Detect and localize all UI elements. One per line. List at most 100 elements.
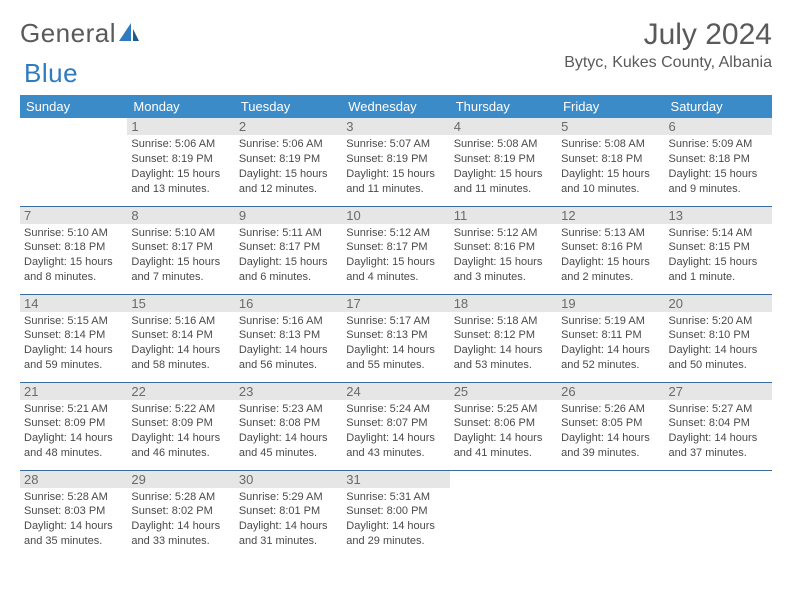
- calendar-day-cell: 19Sunrise: 5:19 AMSunset: 8:11 PMDayligh…: [557, 294, 664, 382]
- day-number: 29: [127, 471, 234, 488]
- sunrise-text: Sunrise: 5:08 AM: [454, 137, 553, 152]
- day-number: 19: [557, 295, 664, 312]
- day-number: 9: [235, 207, 342, 224]
- sunrise-text: Sunrise: 5:31 AM: [346, 490, 445, 505]
- day-details: Sunrise: 5:29 AMSunset: 8:01 PMDaylight:…: [239, 490, 338, 549]
- daylight-text-2: and 50 minutes.: [669, 358, 768, 373]
- daylight-text-2: and 10 minutes.: [561, 182, 660, 197]
- sunset-text: Sunset: 8:13 PM: [239, 328, 338, 343]
- calendar-day-cell: 22Sunrise: 5:22 AMSunset: 8:09 PMDayligh…: [127, 382, 234, 470]
- daylight-text-2: and 56 minutes.: [239, 358, 338, 373]
- sunrise-text: Sunrise: 5:08 AM: [561, 137, 660, 152]
- daylight-text-2: and 52 minutes.: [561, 358, 660, 373]
- sunset-text: Sunset: 8:05 PM: [561, 416, 660, 431]
- calendar-table: Sunday Monday Tuesday Wednesday Thursday…: [20, 95, 772, 558]
- sunrise-text: Sunrise: 5:27 AM: [669, 402, 768, 417]
- day-number: 13: [665, 207, 772, 224]
- sunset-text: Sunset: 8:19 PM: [239, 152, 338, 167]
- day-details: Sunrise: 5:13 AMSunset: 8:16 PMDaylight:…: [561, 226, 660, 285]
- sunrise-text: Sunrise: 5:23 AM: [239, 402, 338, 417]
- logo-text-blue: Blue: [24, 58, 78, 89]
- sunset-text: Sunset: 8:09 PM: [24, 416, 123, 431]
- sunrise-text: Sunrise: 5:12 AM: [346, 226, 445, 241]
- sunrise-text: Sunrise: 5:19 AM: [561, 314, 660, 329]
- daylight-text-2: and 45 minutes.: [239, 446, 338, 461]
- calendar-day-cell: 3Sunrise: 5:07 AMSunset: 8:19 PMDaylight…: [342, 118, 449, 206]
- sunrise-text: Sunrise: 5:10 AM: [24, 226, 123, 241]
- daylight-text-1: Daylight: 15 hours: [346, 255, 445, 270]
- calendar-day-cell: 21 Sunrise: 5:21 AMSunset: 8:09 PMDayligh…: [20, 382, 127, 470]
- calendar-day-cell: 30Sunrise: 5:29 AMSunset: 8:01 PMDayligh…: [235, 470, 342, 558]
- calendar-day-cell: 18Sunrise: 5:18 AMSunset: 8:12 PMDayligh…: [450, 294, 557, 382]
- calendar-day-cell: 12Sunrise: 5:13 AMSunset: 8:16 PMDayligh…: [557, 206, 664, 294]
- daylight-text-2: and 48 minutes.: [24, 446, 123, 461]
- weekday-header: Friday: [557, 95, 664, 118]
- sunrise-text: Sunrise: 5:14 AM: [669, 226, 768, 241]
- sunrise-text: Sunrise: 5:07 AM: [346, 137, 445, 152]
- calendar-day-cell: [557, 470, 664, 558]
- day-details: Sunrise: 5:16 AMSunset: 8:14 PMDaylight:…: [131, 314, 230, 373]
- sunset-text: Sunset: 8:19 PM: [346, 152, 445, 167]
- daylight-text-2: and 4 minutes.: [346, 270, 445, 285]
- day-number: 18: [450, 295, 557, 312]
- sunrise-text: Sunrise: 5:16 AM: [131, 314, 230, 329]
- calendar-day-cell: 24Sunrise: 5:24 AMSunset: 8:07 PMDayligh…: [342, 382, 449, 470]
- day-number: 2: [235, 118, 342, 135]
- sunset-text: Sunset: 8:03 PM: [24, 504, 123, 519]
- day-details: Sunrise: 5:15 AMSunset: 8:14 PMDaylight:…: [24, 314, 123, 373]
- calendar-day-cell: 6Sunrise: 5:09 AMSunset: 8:18 PMDaylight…: [665, 118, 772, 206]
- day-details: Sunrise: 5:22 AMSunset: 8:09 PMDaylight:…: [131, 402, 230, 461]
- sunrise-text: Sunrise: 5:11 AM: [239, 226, 338, 241]
- daylight-text-1: Daylight: 14 hours: [669, 431, 768, 446]
- weekday-header: Thursday: [450, 95, 557, 118]
- daylight-text-2: and 8 minutes.: [24, 270, 123, 285]
- sunrise-text: Sunrise: 5:13 AM: [561, 226, 660, 241]
- sunrise-text: Sunrise: 5:28 AM: [131, 490, 230, 505]
- daylight-text-2: and 43 minutes.: [346, 446, 445, 461]
- day-details: Sunrise: 5:25 AMSunset: 8:06 PMDaylight:…: [454, 402, 553, 461]
- daylight-text-1: Daylight: 14 hours: [239, 519, 338, 534]
- day-details: Sunrise: 5:07 AMSunset: 8:19 PMDaylight:…: [346, 137, 445, 196]
- day-details: Sunrise: 5:08 AMSunset: 8:19 PMDaylight:…: [454, 137, 553, 196]
- sunrise-text: Sunrise: 5:17 AM: [346, 314, 445, 329]
- day-number: 26: [557, 383, 664, 400]
- daylight-text-1: Daylight: 15 hours: [669, 167, 768, 182]
- sunrise-text: Sunrise: 5:20 AM: [669, 314, 768, 329]
- day-details: Sunrise: 5:12 AMSunset: 8:17 PMDaylight:…: [346, 226, 445, 285]
- day-details: Sunrise: 5:28 AMSunset: 8:03 PMDaylight:…: [24, 490, 123, 549]
- daylight-text-1: Daylight: 14 hours: [561, 431, 660, 446]
- daylight-text-2: and 35 minutes.: [24, 534, 123, 549]
- day-details: Sunrise: 5:11 AMSunset: 8:17 PMDaylight:…: [239, 226, 338, 285]
- sunrise-text: Sunrise: 5:24 AM: [346, 402, 445, 417]
- weekday-header: Wednesday: [342, 95, 449, 118]
- day-number: 21: [20, 383, 127, 400]
- calendar-week-row: 1Sunrise: 5:06 AMSunset: 8:19 PMDaylight…: [20, 118, 772, 206]
- day-details: Sunrise: 5:27 AMSunset: 8:04 PMDaylight:…: [669, 402, 768, 461]
- daylight-text-1: Daylight: 15 hours: [131, 255, 230, 270]
- daylight-text-2: and 58 minutes.: [131, 358, 230, 373]
- calendar-day-cell: 25Sunrise: 5:25 AMSunset: 8:06 PMDayligh…: [450, 382, 557, 470]
- sunset-text: Sunset: 8:00 PM: [346, 504, 445, 519]
- day-number: 24: [342, 383, 449, 400]
- sunset-text: Sunset: 8:19 PM: [131, 152, 230, 167]
- sunrise-text: Sunrise: 5:16 AM: [239, 314, 338, 329]
- day-number: 15: [127, 295, 234, 312]
- calendar-day-cell: 20Sunrise: 5:20 AMSunset: 8:10 PMDayligh…: [665, 294, 772, 382]
- calendar-day-cell: 5Sunrise: 5:08 AMSunset: 8:18 PMDaylight…: [557, 118, 664, 206]
- day-details: Sunrise: 5:21 AMSunset: 8:09 PMDaylight:…: [24, 402, 123, 461]
- calendar-day-cell: 27Sunrise: 5:27 AMSunset: 8:04 PMDayligh…: [665, 382, 772, 470]
- daylight-text-1: Daylight: 14 hours: [346, 431, 445, 446]
- daylight-text-2: and 59 minutes.: [24, 358, 123, 373]
- day-number: 1: [127, 118, 234, 135]
- sunset-text: Sunset: 8:15 PM: [669, 240, 768, 255]
- calendar-body: 1Sunrise: 5:06 AMSunset: 8:19 PMDaylight…: [20, 118, 772, 558]
- sunset-text: Sunset: 8:19 PM: [454, 152, 553, 167]
- sunrise-text: Sunrise: 5:06 AM: [239, 137, 338, 152]
- daylight-text-1: Daylight: 14 hours: [561, 343, 660, 358]
- day-number: 28: [20, 471, 127, 488]
- calendar-day-cell: 29Sunrise: 5:28 AMSunset: 8:02 PMDayligh…: [127, 470, 234, 558]
- day-details: Sunrise: 5:31 AMSunset: 8:00 PMDaylight:…: [346, 490, 445, 549]
- calendar-week-row: 7Sunrise: 5:10 AMSunset: 8:18 PMDaylight…: [20, 206, 772, 294]
- daylight-text-1: Daylight: 14 hours: [131, 343, 230, 358]
- day-details: Sunrise: 5:17 AMSunset: 8:13 PMDaylight:…: [346, 314, 445, 373]
